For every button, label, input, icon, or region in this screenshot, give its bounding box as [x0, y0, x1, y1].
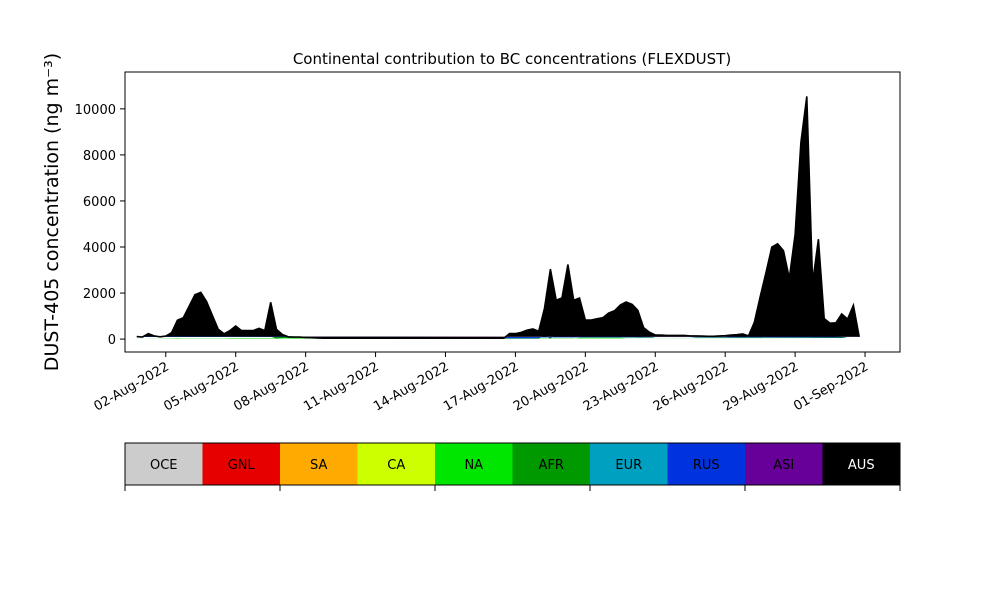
- y-tick-label: 6000: [83, 195, 116, 210]
- legend-swatch-gnl: [202, 443, 280, 485]
- y-axis: 0 2000 4000 6000 8000 10000: [75, 103, 125, 348]
- x-tick-label: 14-Aug-2022: [371, 359, 451, 414]
- x-tick-label: 01-Sep-2022: [791, 359, 871, 414]
- x-tick-label: 26-Aug-2022: [651, 359, 731, 414]
- y-tick-label: 10000: [75, 103, 116, 118]
- legend-frame: [124, 442, 901, 486]
- legend-swatch-rus: [667, 443, 745, 485]
- area-aus: [136, 96, 860, 339]
- legend-label: OCE: [150, 458, 178, 473]
- legend-label: AUS: [848, 458, 875, 473]
- total-concentration-line: [136, 96, 860, 339]
- legend-label: NA: [464, 458, 483, 473]
- legend-label: EUR: [615, 458, 642, 473]
- x-tick-label: 05-Aug-2022: [161, 359, 241, 414]
- plot-frame: [124, 71, 901, 353]
- legend-label: GNL: [228, 458, 256, 473]
- x-tick-label: 08-Aug-2022: [231, 359, 311, 414]
- legend-swatch-aus: [822, 443, 900, 485]
- x-axis: 02-Aug-202205-Aug-202208-Aug-202211-Aug-…: [91, 352, 871, 415]
- legend-label: ASI: [773, 458, 794, 473]
- legend-label: RUS: [693, 458, 720, 473]
- legend-swatch-oce: [125, 443, 203, 485]
- legend-label: AFR: [539, 458, 564, 473]
- legend-label: CA: [387, 458, 405, 473]
- legend-swatch-sa: [280, 443, 358, 485]
- y-axis-label: DUST-405 concentration (ng m⁻³): [41, 53, 63, 371]
- x-tick-label: 11-Aug-2022: [301, 359, 381, 414]
- y-tick-label: 4000: [83, 241, 116, 256]
- x-tick-label: 02-Aug-2022: [91, 359, 171, 414]
- x-tick-label: 29-Aug-2022: [721, 359, 801, 414]
- y-tick-label: 8000: [83, 149, 116, 164]
- legend-swatch-asi: [745, 443, 823, 485]
- legend-swatch-eur: [590, 443, 668, 485]
- legend-label: SA: [310, 458, 327, 473]
- area-layers: [136, 96, 860, 339]
- y-tick-label: 0: [108, 333, 116, 348]
- x-tick-label: 20-Aug-2022: [511, 359, 591, 414]
- legend: OCE GNL SA CA NA AFR EUR RUS ASI AUS: [124, 442, 901, 491]
- y-tick-label: 2000: [83, 287, 116, 302]
- legend-swatch-ca: [357, 443, 435, 485]
- x-tick-label: 17-Aug-2022: [441, 359, 521, 414]
- x-tick-label: 23-Aug-2022: [581, 359, 661, 414]
- chart-title: Continental contribution to BC concentra…: [293, 50, 731, 68]
- legend-swatch-afr: [512, 443, 590, 485]
- area-asi: [136, 96, 860, 339]
- legend-swatch-na: [435, 443, 513, 485]
